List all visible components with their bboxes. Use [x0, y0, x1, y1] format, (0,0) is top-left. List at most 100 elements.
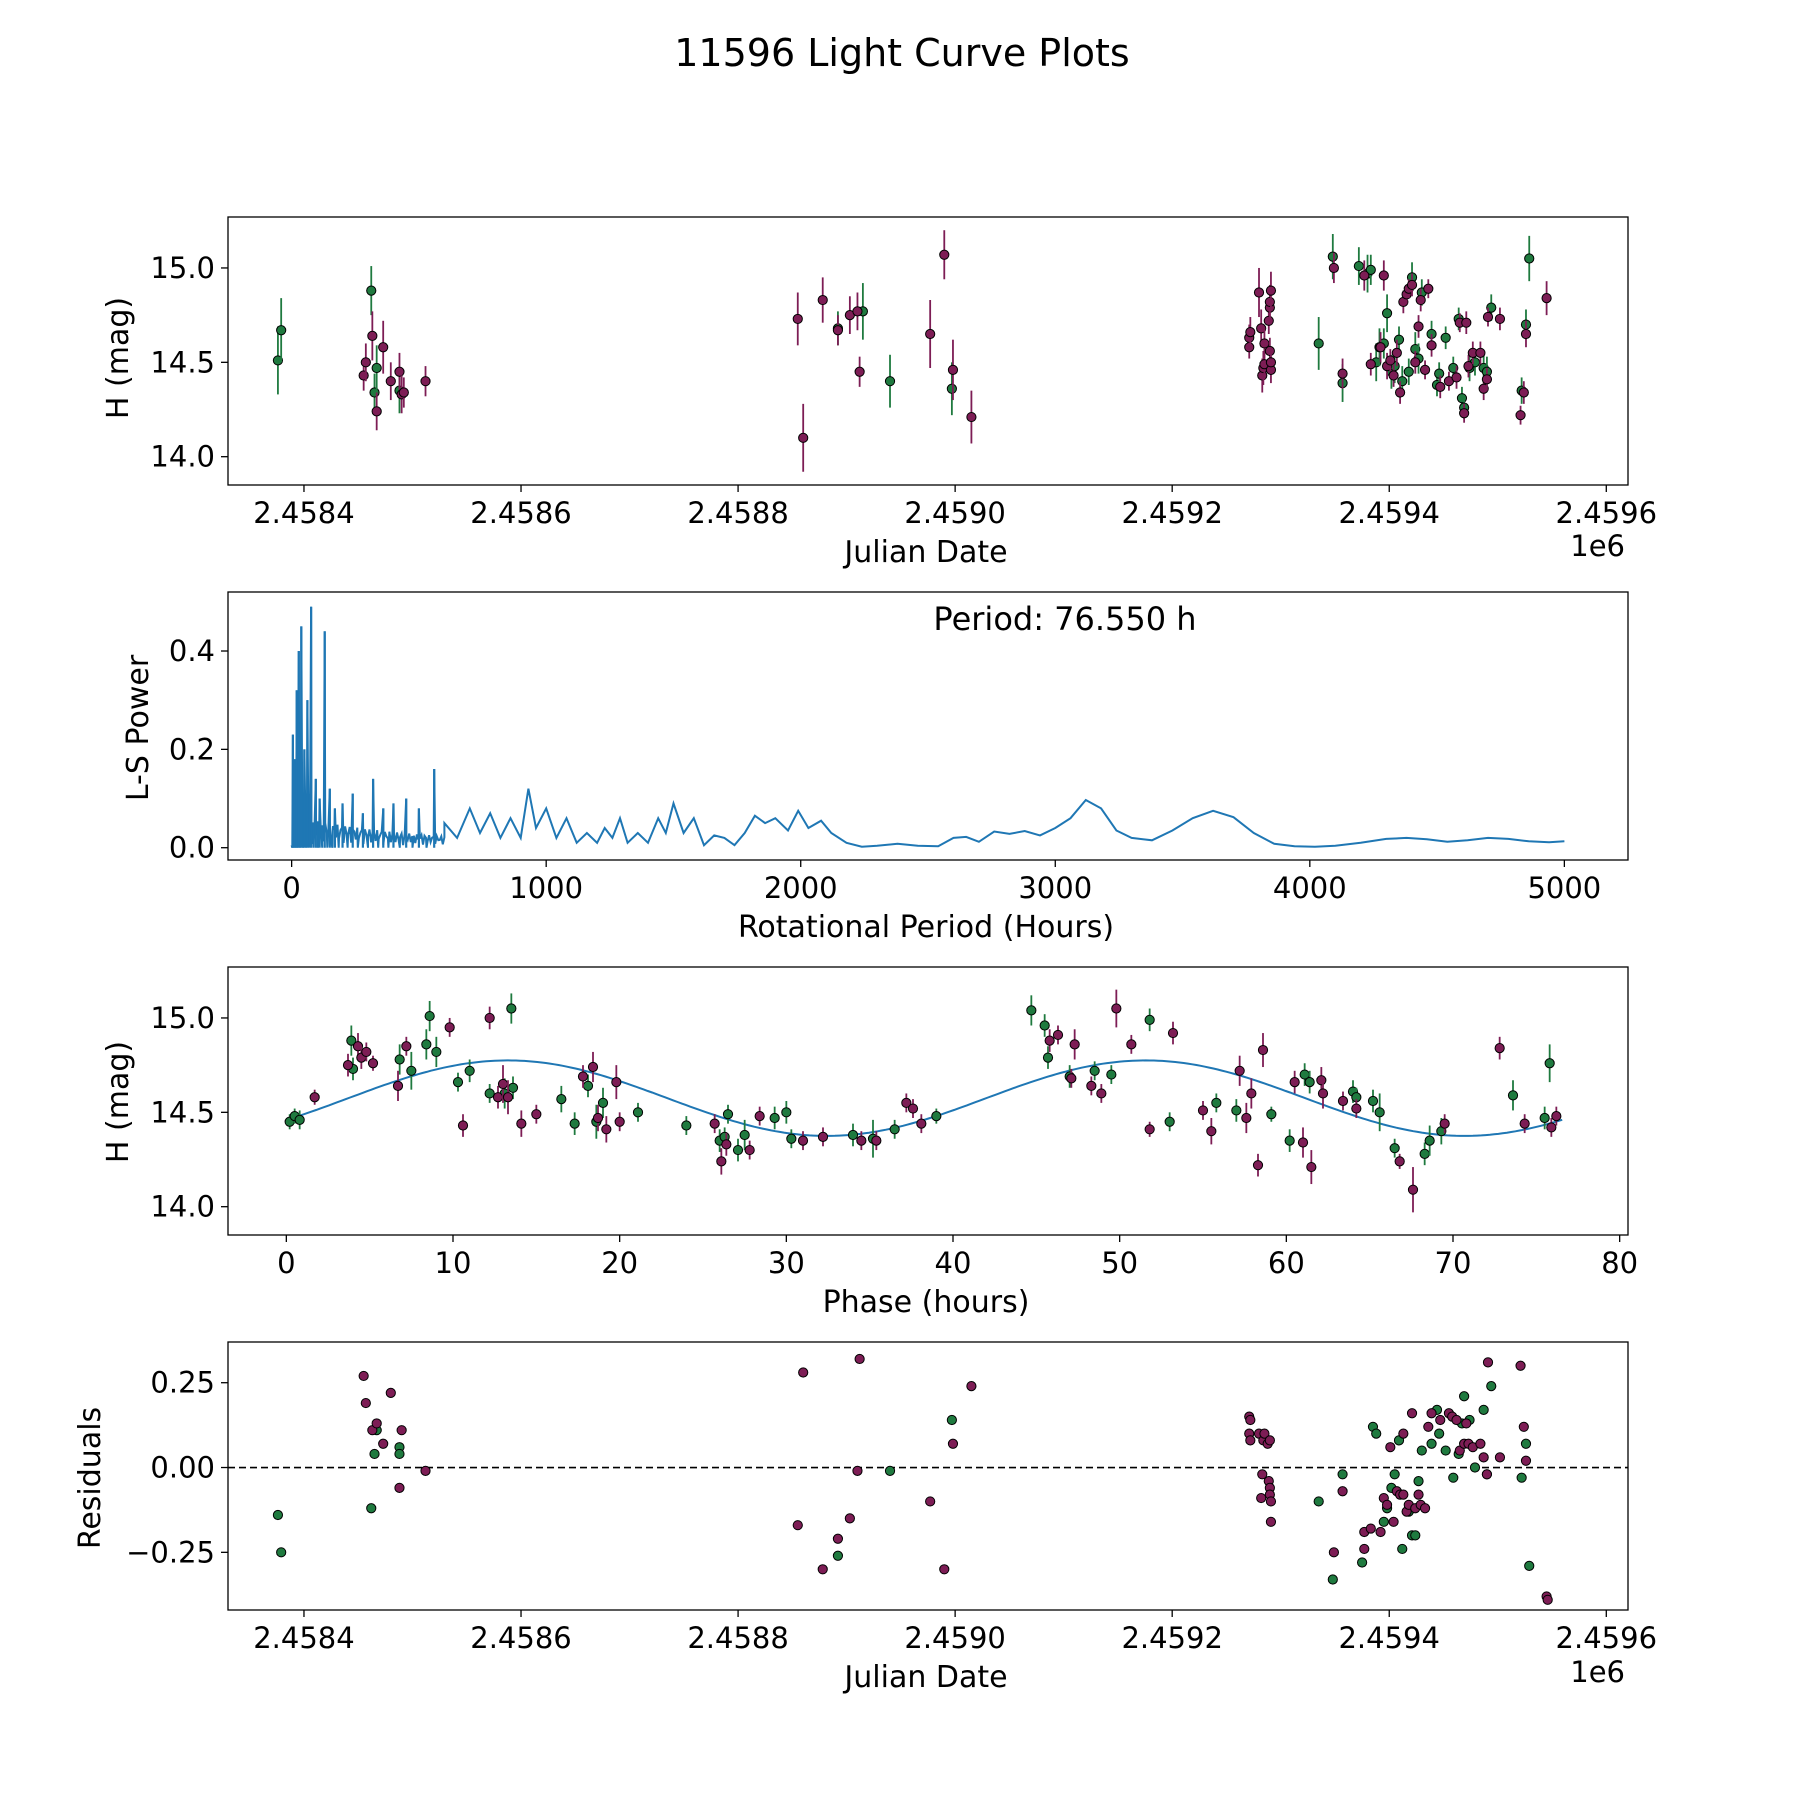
- residuals-point: [1481, 1469, 1493, 1480]
- lightcurve-point: [1482, 311, 1494, 323]
- residuals-point: [1426, 1408, 1437, 1419]
- residuals-point: [1337, 1486, 1348, 1497]
- folded-point: [1297, 1137, 1309, 1148]
- residuals-point: [1328, 1547, 1339, 1558]
- residuals-point: [1389, 1469, 1400, 1480]
- folded-point: [1257, 1044, 1269, 1056]
- residuals-point: [1475, 1438, 1486, 1449]
- lightcurve-point: [792, 313, 803, 325]
- lightcurve-xtick-label: 2.4588: [687, 496, 788, 530]
- lightcurve-point: [1486, 302, 1497, 313]
- lightcurve-point: [1403, 366, 1414, 377]
- residuals-point: [1365, 1523, 1376, 1534]
- residuals-point: [1264, 1435, 1275, 1446]
- residuals-point: [1413, 1489, 1424, 1500]
- periodogram-ytick-label: 0.0: [169, 831, 215, 865]
- lightcurve-point: [1388, 370, 1399, 381]
- residuals-xtick-label: 2.4584: [253, 1621, 354, 1655]
- lightcurve-point: [1541, 293, 1552, 304]
- folded-point: [1266, 1109, 1277, 1120]
- residuals-point: [1259, 1428, 1270, 1439]
- residuals-point: [366, 1503, 377, 1514]
- folded-point: [569, 1118, 580, 1129]
- folded-point: [484, 1088, 495, 1099]
- folded-point: [1052, 1029, 1064, 1041]
- lightcurve-point: [946, 383, 957, 394]
- lightcurve-point: [1475, 347, 1486, 358]
- folded-point: [632, 1107, 644, 1118]
- periodogram-xtick-label: 4000: [1273, 871, 1347, 905]
- folded-point: [1304, 1077, 1315, 1088]
- residuals-point: [1416, 1445, 1427, 1456]
- residuals-point: [1478, 1404, 1489, 1415]
- folded-point: [1044, 1035, 1055, 1046]
- lightcurve-point: [371, 406, 382, 417]
- folded-point: [817, 1131, 829, 1142]
- lightcurve-point: [1381, 308, 1393, 319]
- lightcurve-xtick-label: 2.4586: [470, 496, 571, 530]
- residuals-point: [966, 1381, 977, 1392]
- lightcurve-point: [366, 285, 377, 296]
- lightcurve-point: [272, 355, 284, 366]
- lightcurve-point: [1256, 323, 1267, 334]
- residuals-point: [272, 1509, 284, 1521]
- lightcurve-point: [398, 387, 409, 398]
- lightcurve-point: [1456, 393, 1468, 404]
- lightcurve-point: [1328, 262, 1339, 274]
- folded-point: [406, 1065, 417, 1076]
- folded-ytick-label: 14.5: [150, 1095, 215, 1129]
- lightcurve-point: [1375, 342, 1386, 353]
- folded-xtick-label: 50: [1101, 1246, 1138, 1280]
- figure-title: 11596 Light Curve Plots: [674, 31, 1129, 75]
- folded-point: [1126, 1039, 1137, 1050]
- folded-frame: [227, 966, 1629, 1236]
- folded-point: [342, 1060, 354, 1071]
- lightcurve-point: [1353, 260, 1364, 272]
- folded-point: [739, 1129, 750, 1141]
- folded-point: [1086, 1080, 1097, 1092]
- residuals-point: [884, 1465, 896, 1477]
- lightcurve-point: [852, 306, 863, 317]
- periodogram-xtick-label: 2000: [764, 871, 838, 905]
- lightcurve-point: [1265, 285, 1277, 296]
- folded-point: [1507, 1090, 1519, 1101]
- residuals-point: [1385, 1442, 1396, 1453]
- lightcurve-xtick-label: 2.4596: [1556, 496, 1657, 530]
- residuals-point: [844, 1513, 855, 1524]
- folded-point: [1241, 1112, 1252, 1124]
- lightcurve-ytick-label: 15.0: [150, 251, 215, 285]
- folded-panel: Phase (hours) H (mag) 0 10 20 30 40 50 60 70 80 1…: [101, 966, 1638, 1320]
- folded-point: [907, 1103, 919, 1114]
- residuals-xtick-label: 2.4592: [1121, 1621, 1222, 1655]
- folded-point: [1289, 1077, 1300, 1088]
- folded-xtick-label: 80: [1601, 1246, 1638, 1280]
- lightcurve-point: [378, 342, 389, 353]
- residuals-point: [378, 1438, 389, 1449]
- lightcurve-point: [1448, 362, 1459, 374]
- folded-point: [781, 1107, 792, 1118]
- residuals-point: [276, 1547, 287, 1558]
- residuals-point: [1524, 1560, 1535, 1571]
- residuals-xtick-label: 2.4588: [687, 1621, 788, 1655]
- folded-point: [452, 1077, 464, 1088]
- folded-point: [601, 1124, 612, 1135]
- folded-point: [1367, 1095, 1379, 1107]
- residuals-point: [358, 1370, 369, 1382]
- lightcurve-point: [1481, 374, 1493, 385]
- folded-point: [492, 1092, 504, 1103]
- lightcurve-point: [1378, 270, 1389, 281]
- folded-xlabel: Phase (hours): [823, 1285, 1030, 1320]
- lightcurve-x-offset: 1e6: [1570, 529, 1625, 563]
- folded-point: [516, 1118, 527, 1129]
- folded-point: [309, 1092, 320, 1103]
- residuals-point: [1410, 1530, 1421, 1541]
- residuals-xtick-label: 2.4590: [904, 1621, 1005, 1655]
- lightcurve-point: [1397, 376, 1408, 387]
- residuals-point: [1337, 1469, 1348, 1480]
- residuals-point: [1398, 1428, 1409, 1439]
- folded-point: [1419, 1148, 1430, 1159]
- folded-point: [1284, 1135, 1295, 1146]
- lightcurve-point: [1365, 264, 1376, 275]
- folded-point: [611, 1077, 622, 1088]
- residuals-point: [385, 1387, 396, 1398]
